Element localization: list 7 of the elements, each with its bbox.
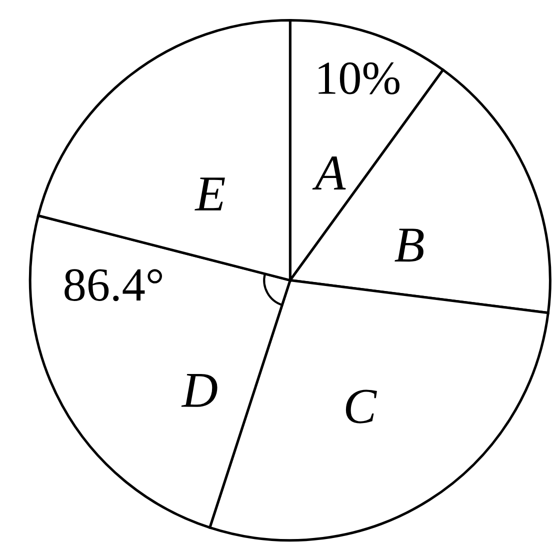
text: 10% [318,62,400,94]
slice-label: E [194,178,225,210]
slice-label: A [312,156,346,190]
slice-label: B [394,228,424,262]
slice-label: D [181,374,218,407]
slice-label: C [346,390,377,424]
text: 86.4° [64,269,162,302]
